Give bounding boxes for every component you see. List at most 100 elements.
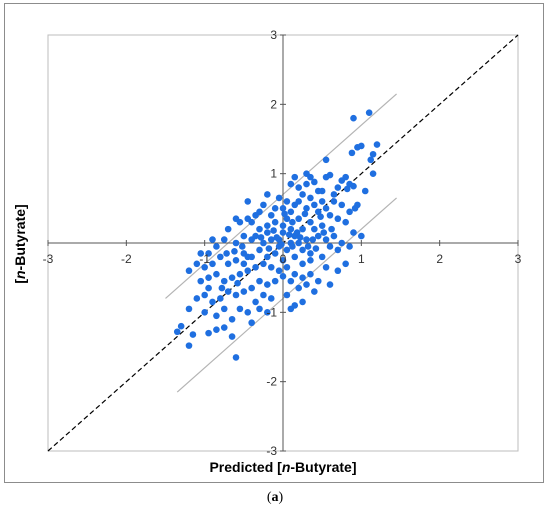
data-point <box>317 213 324 220</box>
data-point <box>295 284 302 292</box>
data-point <box>213 312 220 320</box>
data-point <box>299 260 306 268</box>
data-point <box>185 305 193 313</box>
data-point <box>264 309 271 316</box>
data-point <box>267 236 275 243</box>
data-point <box>338 177 346 184</box>
data-point <box>264 281 271 288</box>
data-point <box>330 198 338 205</box>
y-tick-label: -3 <box>266 444 277 458</box>
data-point <box>318 253 326 261</box>
data-point <box>283 263 291 271</box>
data-point <box>322 156 330 164</box>
data-point <box>299 274 306 281</box>
data-point <box>283 198 291 205</box>
data-point <box>189 331 197 338</box>
data-point <box>291 253 299 261</box>
data-point <box>213 270 220 278</box>
data-point <box>299 225 306 233</box>
data-point <box>240 260 248 268</box>
data-point <box>267 263 275 271</box>
data-point <box>334 184 342 191</box>
data-point <box>220 305 228 313</box>
data-point <box>318 198 326 205</box>
data-point <box>326 243 334 250</box>
data-point <box>201 263 208 271</box>
data-point <box>279 205 287 212</box>
data-point <box>279 222 287 229</box>
data-points <box>173 109 381 361</box>
data-point <box>320 229 328 236</box>
data-point <box>334 267 342 275</box>
data-point <box>185 267 193 275</box>
data-point <box>220 236 228 243</box>
data-point <box>314 232 322 240</box>
figure-caption: (a) <box>266 490 284 505</box>
data-point <box>283 291 291 299</box>
data-point <box>248 236 255 243</box>
data-point <box>224 260 232 268</box>
data-point <box>234 279 241 287</box>
data-point <box>354 144 361 151</box>
data-point <box>256 225 263 233</box>
data-point <box>330 232 338 240</box>
data-point <box>275 194 283 202</box>
data-point <box>267 295 275 302</box>
scatter-chart: -3 -2 -1 0 1 2 3 -3 -2 -1 1 2 3 Predicted [n-Butyra… <box>12 28 522 475</box>
data-point <box>334 246 342 254</box>
data-point <box>326 281 334 288</box>
data-point <box>248 319 255 327</box>
data-point <box>244 267 252 275</box>
data-point <box>334 215 342 223</box>
data-point <box>260 291 267 299</box>
chart-frame: -3 -2 -1 0 1 2 3 -3 -2 -1 1 2 3 Predicted [n-Butyra… <box>4 3 544 483</box>
data-point <box>244 198 252 205</box>
data-point <box>348 149 356 157</box>
data-point <box>342 218 349 226</box>
data-point <box>223 250 230 257</box>
data-point <box>177 322 185 330</box>
data-point <box>240 288 248 295</box>
y-tick-label: -2 <box>266 375 277 389</box>
data-point <box>264 253 271 261</box>
data-point <box>312 245 320 252</box>
y-tick-labels: -3 -2 -1 1 2 3 <box>266 28 277 458</box>
data-point <box>303 180 310 188</box>
data-point <box>299 191 306 198</box>
data-point <box>248 284 255 292</box>
data-point <box>173 328 181 336</box>
data-point <box>318 222 326 229</box>
data-point <box>322 173 330 181</box>
data-point <box>252 263 259 271</box>
data-point <box>311 178 318 186</box>
data-point <box>228 333 236 340</box>
data-point <box>311 201 318 209</box>
data-point <box>248 218 255 226</box>
data-point <box>296 234 304 241</box>
y-tick-label: -1 <box>266 305 277 319</box>
data-point <box>287 305 295 313</box>
data-point <box>205 274 212 281</box>
data-point <box>322 205 330 212</box>
data-point <box>244 309 252 316</box>
data-point <box>257 234 265 241</box>
x-tick-label: 3 <box>515 252 522 266</box>
data-point <box>279 229 287 236</box>
data-point <box>303 281 310 288</box>
data-point <box>307 194 314 202</box>
data-point <box>295 184 302 191</box>
data-point <box>295 239 302 247</box>
x-tick-labels: -3 -2 -1 0 1 2 3 <box>43 252 522 266</box>
data-point <box>307 173 314 181</box>
data-point <box>350 229 357 236</box>
data-point <box>287 225 295 233</box>
data-point <box>361 187 369 195</box>
data-point <box>338 239 346 247</box>
x-tick-label: 2 <box>436 252 443 266</box>
data-point <box>197 250 205 257</box>
data-point <box>330 191 338 198</box>
data-point <box>281 210 288 218</box>
data-point <box>220 324 228 331</box>
x-axis-title: Predicted [n-Butyrate] <box>209 459 356 475</box>
data-point <box>322 236 330 243</box>
